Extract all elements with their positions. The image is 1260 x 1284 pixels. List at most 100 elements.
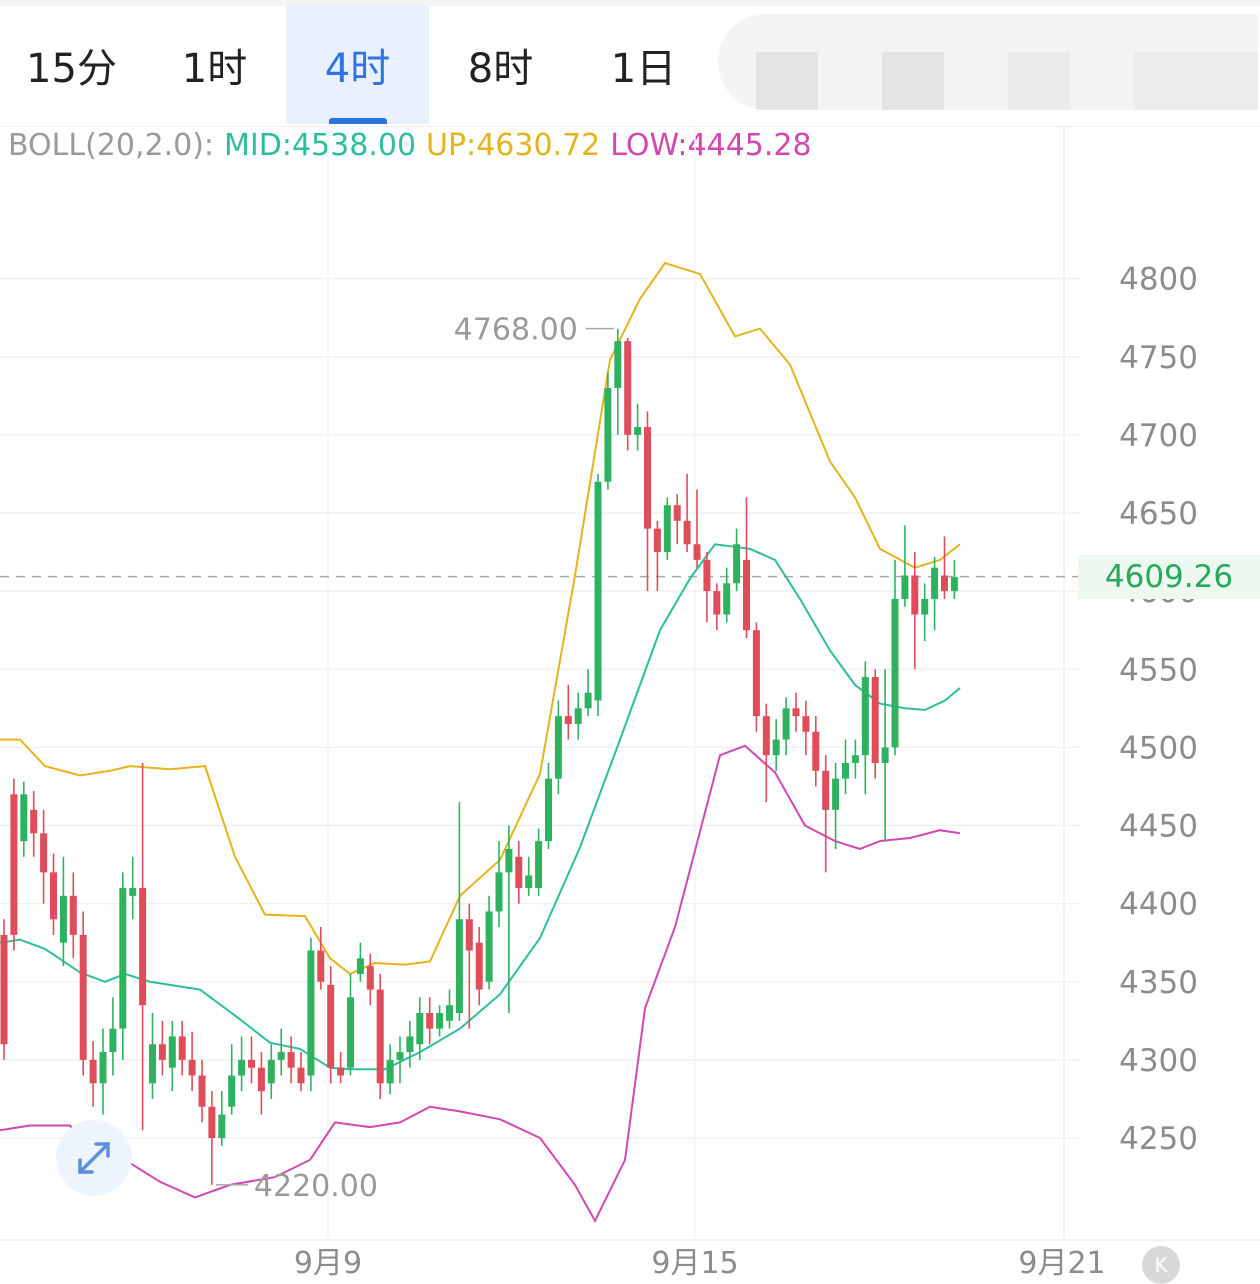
candle [891, 559, 899, 756]
tab-1d[interactable]: 1日 [610, 46, 677, 92]
candle-body [881, 747, 889, 763]
min-price-label: 4220.00 [254, 1169, 378, 1204]
candle-body [40, 833, 48, 873]
candle [248, 1036, 255, 1084]
candle-body [149, 1044, 156, 1084]
candle [238, 1036, 246, 1092]
candle [812, 716, 820, 787]
k-line-button[interactable]: K [1142, 1246, 1180, 1284]
candle-body [614, 341, 622, 388]
candle-body [584, 692, 592, 709]
candle [644, 411, 651, 592]
boll-upper-line [0, 261, 961, 976]
tab-15min[interactable]: 15分 [26, 46, 117, 92]
candle-body [683, 520, 691, 545]
candle-body [238, 1059, 246, 1076]
candle-body [297, 1067, 305, 1084]
candle-body [901, 575, 909, 599]
candle-body [89, 1059, 97, 1084]
candle [218, 1091, 226, 1146]
candle-body [208, 1106, 216, 1138]
candle [782, 697, 790, 756]
candle [525, 856, 533, 896]
candle [614, 328, 622, 435]
candle-body [248, 1059, 255, 1068]
candle [168, 1020, 176, 1092]
expand-arrows-icon [78, 1142, 110, 1174]
candle [941, 536, 948, 599]
candle-body [376, 989, 384, 1084]
candle-body [673, 505, 681, 521]
tab-8h[interactable]: 8时 [467, 46, 534, 92]
candle-body [733, 544, 741, 584]
candle-body [168, 1036, 176, 1068]
candle-body [822, 770, 830, 810]
current-price-tag: 4609.26 [1078, 554, 1260, 599]
candle [30, 791, 38, 857]
candle [109, 997, 117, 1076]
candle-body [277, 1052, 285, 1060]
candle-body [10, 794, 18, 935]
candle-body [812, 731, 820, 771]
tab-4h[interactable]: 4时 [286, 6, 429, 124]
candle-body [20, 794, 28, 842]
y-tick-label: 4750 [1119, 340, 1198, 376]
candle [426, 997, 434, 1045]
x-tick-label: 9月21 [1018, 1246, 1105, 1278]
expand-button[interactable] [56, 1120, 132, 1196]
candle-body [475, 942, 483, 990]
candle-body [99, 1052, 107, 1084]
candle-body [228, 1075, 236, 1107]
y-tick-label: 4800 [1119, 262, 1198, 298]
candle [752, 622, 760, 732]
blurred-region [718, 14, 1258, 110]
candle-body [119, 888, 127, 1029]
candle-body [574, 708, 582, 724]
candle-body [723, 583, 731, 615]
candle [921, 583, 929, 642]
candle [713, 583, 721, 631]
candle [208, 1091, 216, 1185]
candle-body [861, 677, 869, 756]
x-tick-label: 9月9 [294, 1246, 362, 1278]
candle [129, 856, 137, 920]
candle-body [337, 1067, 345, 1076]
candle-body [307, 950, 315, 1076]
y-tick-label: 4450 [1119, 809, 1198, 845]
candle [188, 1031, 196, 1092]
candle-body [0, 934, 8, 1045]
candle [733, 528, 741, 592]
candle [653, 520, 661, 592]
candle [594, 473, 602, 717]
candle-body [396, 1052, 404, 1060]
y-tick-label: 4650 [1119, 496, 1198, 532]
candle-body [941, 575, 948, 592]
y-tick-label: 4700 [1119, 418, 1198, 454]
candle-body [782, 708, 790, 740]
candle [545, 763, 552, 849]
candle [475, 927, 483, 1006]
candle-body [663, 505, 671, 553]
candle [406, 1020, 414, 1068]
candle [69, 872, 77, 959]
candle-body [832, 778, 840, 810]
x-tick-label: 9月15 [651, 1246, 738, 1278]
candle [267, 1044, 275, 1099]
candle [465, 903, 473, 1029]
candle-body [564, 716, 572, 724]
tab-1h[interactable]: 1时 [181, 46, 248, 92]
candle [20, 781, 28, 857]
candle-body [762, 716, 770, 756]
candle [535, 828, 543, 896]
candle [762, 703, 770, 803]
candle-body [386, 1059, 394, 1084]
candle [376, 973, 384, 1099]
candle [366, 953, 374, 1006]
candle [911, 552, 919, 670]
candle [356, 942, 364, 982]
y-tick-label: 4350 [1119, 965, 1198, 1001]
candle [881, 669, 889, 842]
candle [89, 1041, 97, 1107]
candle [386, 1044, 394, 1095]
